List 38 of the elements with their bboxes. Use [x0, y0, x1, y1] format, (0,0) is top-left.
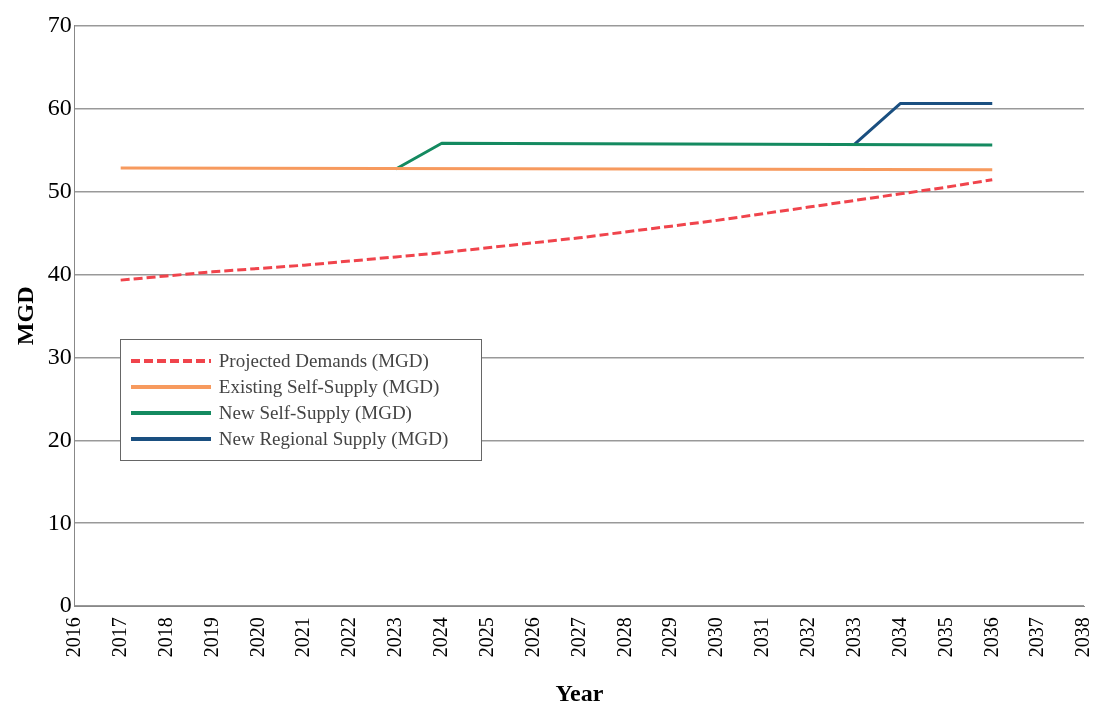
y-tick-label: 70 [47, 10, 72, 37]
x-tick-label: 2032 [796, 617, 819, 658]
y-tick-label: 10 [47, 508, 72, 535]
legend-label: New Regional Supply (MGD) [218, 428, 449, 451]
x-tick-label: 2037 [1025, 617, 1048, 658]
x-tick-label: 2017 [107, 617, 130, 658]
y-axis-title: MGD [11, 286, 38, 346]
x-tick-label: 2020 [245, 617, 268, 658]
y-tick-label: 0 [59, 591, 72, 618]
x-tick-label: 2023 [383, 617, 406, 658]
x-tick-label: 2030 [704, 617, 727, 658]
x-tick-label: 2029 [658, 617, 681, 658]
legend-label: Existing Self-Supply (MGD) [218, 376, 440, 399]
x-tick-label: 2022 [337, 617, 360, 658]
legend-label: Projected Demands (MGD) [218, 350, 429, 373]
x-tick-label: 2027 [566, 617, 589, 658]
x-tick-label: 2019 [199, 617, 222, 658]
x-tick-label: 2028 [612, 617, 635, 658]
y-tick-label: 60 [47, 93, 72, 120]
y-tick-label: 40 [47, 259, 72, 286]
x-tick-label: 2025 [474, 617, 497, 658]
x-axis-title: Year [555, 679, 604, 706]
x-tick-label: 2038 [1071, 617, 1094, 658]
x-tick-label: 2031 [750, 617, 773, 658]
x-tick-label: 2034 [887, 617, 910, 658]
y-tick-label: 30 [47, 342, 72, 369]
x-tick-label: 2026 [520, 617, 543, 658]
x-tick-label: 2035 [933, 617, 956, 658]
line-series [119, 178, 994, 282]
x-tick-label: 2021 [291, 617, 314, 658]
x-tick-label: 2024 [429, 617, 452, 658]
x-tick-label: 2016 [62, 617, 85, 658]
legend-label: New Self-Supply (MGD) [218, 402, 412, 425]
y-tick-label: 50 [47, 176, 72, 203]
y-tick-label: 20 [47, 425, 72, 452]
x-tick-label: 2033 [841, 617, 864, 658]
x-tick-label: 2018 [153, 617, 176, 658]
x-tick-label: 2036 [979, 617, 1002, 658]
